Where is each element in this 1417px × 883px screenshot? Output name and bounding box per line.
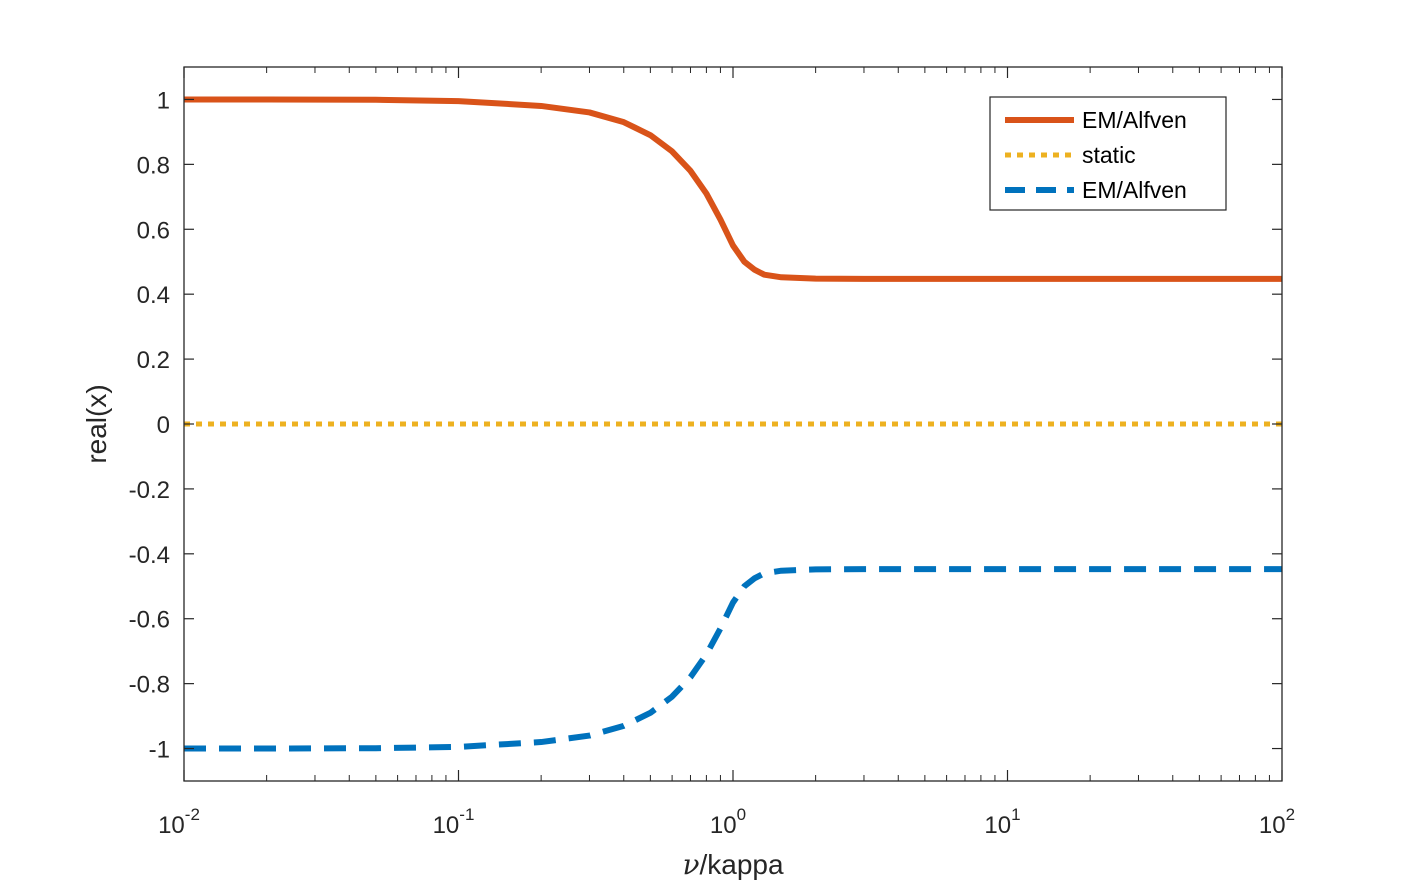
- axes-box: [183, 66, 1283, 782]
- x-tick-label: 101: [984, 805, 1020, 839]
- x-tick-label-base: 10: [158, 812, 185, 839]
- x-tick-label-exponent: 2: [1286, 805, 1295, 824]
- y-tick-label: -0.6: [129, 607, 170, 634]
- series-line-3-dashed: [184, 566, 1282, 752]
- series-line-1-solid: [184, 96, 1282, 282]
- legend-label-1: EM/Alfven: [1082, 107, 1187, 133]
- y-tick-label: 0.4: [137, 282, 170, 309]
- legend-label-3: EM/Alfven: [1082, 177, 1187, 203]
- y-tick-label: 0.2: [137, 347, 170, 374]
- x-tick-label: 10-1: [433, 805, 475, 839]
- y-tick-label: 0: [157, 412, 170, 439]
- x-tick-label: 10-2: [158, 805, 200, 839]
- legend: EM/Alfven static EM/Alfven: [989, 96, 1227, 211]
- y-tick-label: 0.8: [137, 152, 170, 179]
- x-tick-label-exponent: 1: [1011, 805, 1020, 824]
- y-tick-label: -0.2: [129, 477, 170, 504]
- x-tick-label: 102: [1259, 805, 1295, 839]
- x-axis-label: ν/kappa: [682, 848, 784, 881]
- x-axis-label-symbol: ν: [682, 848, 699, 881]
- x-tick-label: 100: [710, 805, 746, 839]
- series-layer: [184, 96, 1282, 752]
- y-axis-label: real(x): [81, 384, 112, 463]
- y-tick-label: 0.6: [137, 217, 170, 244]
- y-tick-label: -1: [149, 737, 170, 764]
- x-tick-label-base: 10: [984, 812, 1011, 839]
- x-tick-label-base: 10: [710, 812, 737, 839]
- x-tick-label-base: 10: [1259, 812, 1286, 839]
- x-tick-label-base: 10: [433, 812, 460, 839]
- x-tick-label-exponent: -1: [459, 805, 474, 824]
- x-tick-label-exponent: -2: [185, 805, 200, 824]
- y-tick-label: -0.8: [129, 672, 170, 699]
- y-tick-label: 1: [157, 87, 170, 114]
- x-axis-label-text: /kappa: [699, 849, 783, 880]
- tick-marks: [183, 67, 1283, 781]
- x-tick-label-exponent: 0: [737, 805, 746, 824]
- y-tick-label: -0.4: [129, 542, 170, 569]
- legend-label-2: static: [1082, 142, 1136, 168]
